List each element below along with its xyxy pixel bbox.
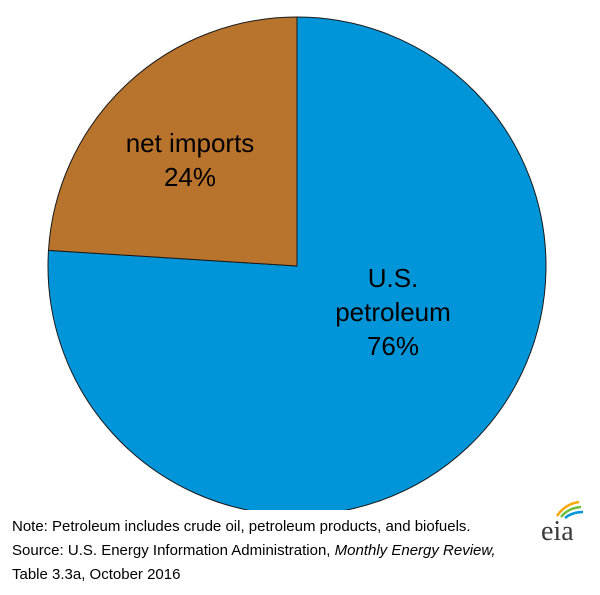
source-publication: Monthly Energy Review, (334, 542, 496, 559)
pie-slice-net-imports (47, 16, 298, 267)
slice-value: 76% (367, 331, 419, 361)
slice-name: U.S. (368, 263, 419, 293)
logo-swoosh-1 (555, 500, 580, 517)
logo-text: eia (541, 516, 574, 547)
slice-name: petroleum (335, 297, 451, 327)
logo-swoosh-2 (560, 505, 582, 518)
slice-label-us-petroleum: U.S. petroleum 76% (335, 263, 451, 361)
source-text: Source: U.S. Energy Information Administ… (12, 539, 552, 563)
eia-logo: eia (541, 500, 584, 547)
logo-swoosh-3 (564, 510, 584, 519)
pie-chart: U.S. petroleum 76% net imports 24% (47, 16, 547, 510)
chart-notes: Note: Petroleum includes crude oil, petr… (12, 515, 552, 587)
note-text: Note: Petroleum includes crude oil, petr… (12, 518, 471, 535)
slice-value: 24% (164, 162, 216, 192)
slice-name: net imports (126, 128, 255, 158)
slice-label-net-imports: net imports 24% (126, 128, 255, 192)
source-prefix: Source: U.S. Energy Information Administ… (12, 542, 335, 559)
source-table: Table 3.3a, October 2016 (12, 566, 181, 583)
